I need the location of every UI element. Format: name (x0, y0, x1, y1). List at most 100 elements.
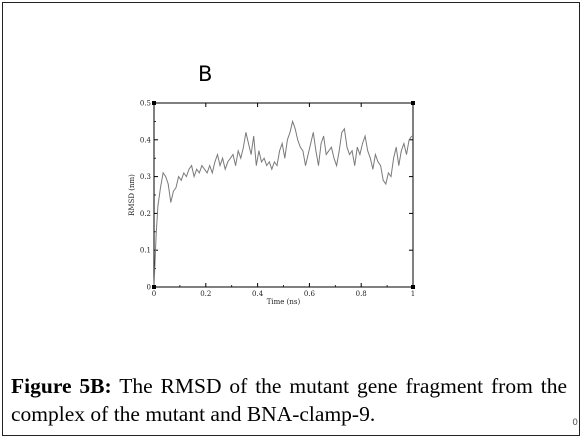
figure-frame (2, 2, 580, 436)
rmsd-data-point (351, 150, 353, 152)
rmsd-data-point (165, 176, 166, 177)
rmsd-data-point (388, 172, 389, 174)
rmsd-data-point (258, 150, 260, 152)
rmsd-data-point (250, 154, 252, 155)
rmsd-data-point (287, 139, 288, 141)
rmsd-data-point (390, 176, 392, 177)
rmsd-data-point (302, 150, 304, 152)
rmsd-data-point (346, 146, 348, 148)
rmsd-data-point (269, 161, 270, 163)
x-tick-label: 0.4 (252, 290, 264, 298)
rmsd-data-point (186, 176, 187, 177)
rmsd-data-point (235, 165, 236, 166)
plot-corner-handle (411, 101, 415, 105)
rmsd-data-point (341, 132, 343, 133)
rmsd-data-point (212, 172, 213, 174)
rmsd-data-point (300, 146, 301, 148)
rmsd-data-point (338, 150, 340, 152)
rmsd-data-point (307, 154, 309, 155)
rmsd-data-point (193, 176, 195, 177)
rmsd-data-point (222, 157, 223, 159)
rmsd-data-point (289, 132, 291, 133)
rmsd-data-point (333, 157, 335, 159)
plot-corner-handle (152, 285, 156, 289)
rmsd-data-point (167, 183, 169, 185)
rmsd-data-point (248, 143, 249, 144)
rmsd-data-point (393, 157, 394, 159)
rmsd-data-point (354, 165, 356, 166)
rmsd-data-point (372, 168, 374, 170)
rmsd-data-point (367, 150, 369, 152)
rmsd-data-point (305, 165, 306, 166)
rmsd-data-point (191, 165, 192, 166)
page-corner-mark: 0 (572, 418, 578, 428)
rmsd-data-point (160, 187, 161, 188)
rmsd-data-point (320, 143, 322, 144)
rmsd-data-point (209, 165, 210, 166)
y-axis-label: RMSD (nm) (128, 174, 136, 216)
x-tick-label: 1 (411, 290, 415, 298)
x-tick-label: 0.6 (304, 290, 316, 298)
rmsd-data-point (224, 168, 226, 170)
rmsd-data-point (178, 176, 179, 177)
rmsd-data-point (199, 172, 200, 174)
rmsd-data-point (175, 187, 177, 188)
y-tick-label: 0.1 (140, 247, 151, 255)
rmsd-data-point (406, 154, 407, 155)
rmsd-data-point (271, 168, 273, 170)
rmsd-data-point (281, 143, 283, 144)
rmsd-data-point (276, 165, 278, 166)
y-tick-label: 0 (147, 284, 151, 292)
rmsd-data-point (403, 143, 405, 144)
rmsd-data-point (323, 135, 324, 137)
rmsd-data-point (411, 135, 413, 137)
rmsd-data-point (227, 161, 229, 163)
rmsd-data-point (297, 139, 299, 141)
figure-caption: Figure 5B: The RMSD of the mutant gene f… (11, 372, 567, 428)
plot-corner-handle (411, 285, 415, 289)
rmsd-data-point (243, 146, 244, 148)
rmsd-data-point (385, 183, 387, 185)
rmsd-data-point (349, 154, 350, 155)
rmsd-data-point (328, 150, 330, 152)
plot-corner-handle (152, 101, 156, 105)
rmsd-data-point (266, 165, 268, 166)
rmsd-data-point (336, 165, 337, 166)
rmsd-data-point (359, 154, 361, 155)
rmsd-data-point (219, 165, 221, 166)
caption-label: Figure 5B: (11, 374, 112, 398)
rmsd-data-point (382, 180, 384, 181)
rmsd-data-point (188, 168, 190, 170)
rmsd-data-point (263, 157, 265, 159)
rmsd-data-point (253, 135, 254, 137)
rmsd-data-point (279, 150, 280, 152)
rmsd-data-point (357, 146, 358, 148)
x-tick-label: 0 (152, 290, 156, 298)
rmsd-data-point (261, 161, 262, 163)
rmsd-data-point (196, 168, 197, 170)
rmsd-data-point (318, 165, 319, 166)
rmsd-data-point (364, 135, 366, 137)
rmsd-data-point (375, 154, 376, 155)
y-tick-label: 0.5 (140, 100, 151, 108)
rmsd-data-point (173, 191, 174, 192)
y-tick-label: 0.4 (140, 136, 152, 144)
y-tick-label: 0.2 (140, 210, 151, 218)
rmsd-data-point (313, 132, 314, 133)
rmsd-data-point (370, 157, 371, 159)
rmsd-data-point (170, 202, 172, 203)
x-tick-label: 0.2 (200, 290, 211, 298)
rmsd-data-point (232, 154, 234, 155)
x-axis-label: Time (ns) (267, 298, 301, 306)
rmsd-data-point (401, 150, 402, 152)
rmsd-data-point (331, 146, 332, 148)
rmsd-data-point (206, 172, 208, 174)
rmsd-data-point (284, 157, 286, 159)
rmsd-data-point (255, 165, 257, 166)
rmsd-data-point (294, 128, 296, 130)
rmsd-data-point (240, 157, 242, 159)
rmsd-data-point (325, 154, 327, 155)
rmsd-data-point (380, 165, 381, 166)
rmsd-data-point (274, 161, 275, 163)
